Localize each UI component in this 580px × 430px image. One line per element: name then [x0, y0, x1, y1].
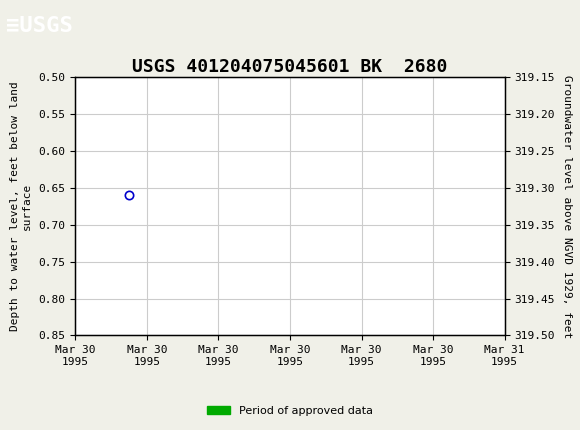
Text: USGS 401204075045601 BK  2680: USGS 401204075045601 BK 2680: [132, 58, 448, 76]
Text: ≡USGS: ≡USGS: [6, 16, 72, 36]
Y-axis label: Groundwater level above NGVD 1929, feet: Groundwater level above NGVD 1929, feet: [562, 75, 572, 338]
Y-axis label: Depth to water level, feet below land
surface: Depth to water level, feet below land su…: [10, 82, 32, 331]
Legend: Period of approved data: Period of approved data: [203, 401, 377, 420]
